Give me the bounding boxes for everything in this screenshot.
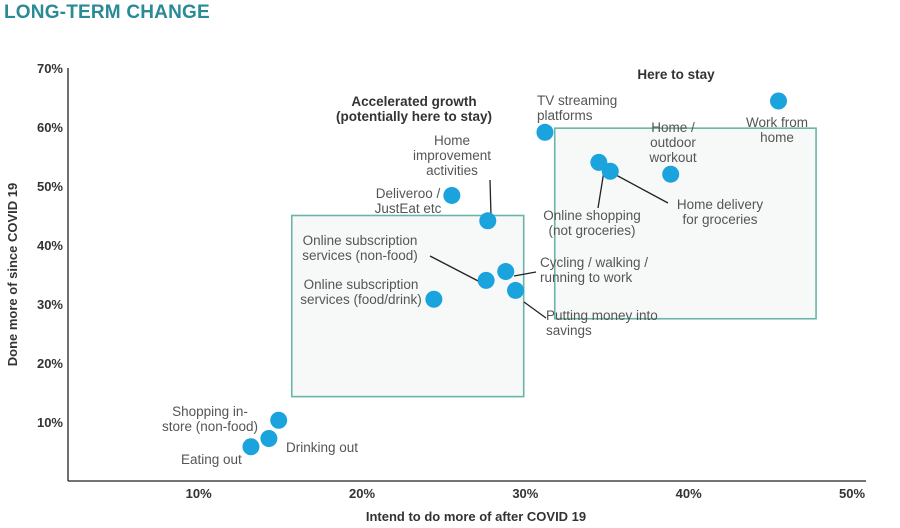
point-label-line: services (non-food)	[302, 248, 418, 263]
y-tick-label: 60%	[37, 120, 63, 135]
data-point	[260, 430, 278, 448]
point-label-line: outdoor	[650, 135, 696, 150]
point-label-line: home	[760, 130, 794, 145]
point-label-line: Deliveroo /	[376, 186, 441, 201]
point-label: Home delivery for groceries	[677, 197, 764, 227]
y-tick-label: 40%	[37, 238, 63, 253]
point-label-line: improvement	[413, 148, 491, 163]
point-label-line: workout	[648, 150, 697, 165]
data-point	[507, 281, 525, 299]
data-point	[477, 271, 495, 289]
leader-line	[429, 255, 483, 284]
region-title: Here to stay	[637, 67, 715, 82]
point-label-line: TV streaming	[537, 93, 617, 108]
point-label-line: platforms	[537, 108, 593, 123]
point-label-line: Eating out	[181, 452, 242, 467]
leader-line	[513, 271, 537, 277]
y-tick-label: 70%	[37, 61, 63, 76]
point-label: Online subscription services (non-food)	[302, 233, 418, 263]
point-label-line: running to work	[540, 270, 633, 285]
point-label-line: activities	[426, 163, 478, 178]
point-label: Online shopping (not groceries)	[543, 208, 641, 238]
data-point	[443, 186, 461, 204]
leader-line	[597, 170, 605, 209]
leader-line	[615, 174, 669, 204]
data-point	[242, 438, 260, 456]
point-label-line: savings	[546, 323, 592, 338]
x-tick-label: 20%	[349, 486, 375, 501]
leader-line	[523, 301, 547, 319]
point-label: Putting money into savings	[546, 308, 658, 338]
data-point	[662, 165, 680, 183]
data-point	[270, 411, 288, 429]
y-tick-label: 30%	[37, 297, 63, 312]
point-label-line: Work from	[746, 115, 808, 130]
point-label: Work from home	[746, 115, 808, 145]
x-tick-label: 30%	[512, 486, 538, 501]
point-label-line: Home /	[651, 120, 695, 135]
data-point	[601, 162, 619, 180]
point-label-line: Drinking out	[286, 440, 358, 455]
y-tick-label: 20%	[37, 356, 63, 371]
y-tick-label: 50%	[37, 179, 63, 194]
point-label-line: Home	[434, 133, 470, 148]
point-label: Deliveroo / JustEat etc	[375, 186, 442, 216]
data-point	[770, 92, 787, 110]
y-tick-label: 10%	[37, 415, 63, 430]
data-point	[425, 290, 443, 308]
data-point	[497, 263, 515, 281]
x-axis-title: Intend to do more of after COVID 19	[366, 509, 586, 524]
region-title-line: Accelerated growth	[351, 94, 476, 109]
point-label-line: services (food/drink)	[300, 292, 422, 307]
point-label-line: Shopping in-	[172, 404, 248, 419]
data-point	[479, 212, 497, 230]
region-title-line: (potentially here to stay)	[336, 109, 492, 124]
point-label: Shopping in-store (non-food)	[162, 404, 258, 434]
region-title: Accelerated growth (potentially here to s…	[336, 94, 492, 124]
point-label-line: Home delivery	[677, 197, 764, 212]
point-label: Home improvement activities	[413, 133, 491, 178]
page-title: LONG-TERM CHANGE	[4, 2, 210, 23]
x-tick-label: 40%	[676, 486, 702, 501]
point-label: Drinking out	[286, 440, 358, 455]
point-label: Online subscription services (food/drink)	[300, 277, 422, 307]
point-label-line: for groceries	[682, 212, 757, 227]
x-tick-label: 10%	[186, 486, 212, 501]
point-label: Home / outdoor workout	[648, 120, 697, 165]
point-label-line: Cycling / walking /	[540, 255, 648, 270]
leader-line	[489, 179, 492, 217]
point-label-line: JustEat etc	[375, 201, 442, 216]
point-label-line: store (non-food)	[162, 419, 258, 434]
point-label-line: Online subscription	[304, 277, 419, 292]
point-label-line: Online shopping	[543, 208, 641, 223]
y-axis-title: Done more of since COVID 19	[5, 183, 20, 367]
point-label: TV streaming platforms	[537, 93, 617, 123]
point-label: Eating out	[181, 452, 242, 467]
x-tick-label: 50%	[839, 486, 865, 501]
region-title-line: Here to stay	[637, 67, 715, 82]
point-label-line: Online subscription	[303, 233, 418, 248]
region-box	[290, 214, 525, 398]
point-label-line: (not groceries)	[548, 223, 635, 238]
point-label: Cycling / walking / running to work	[540, 255, 648, 285]
point-label-line: Putting money into	[546, 308, 658, 323]
data-point	[590, 153, 608, 171]
data-point	[536, 123, 554, 141]
region-box	[553, 127, 817, 320]
